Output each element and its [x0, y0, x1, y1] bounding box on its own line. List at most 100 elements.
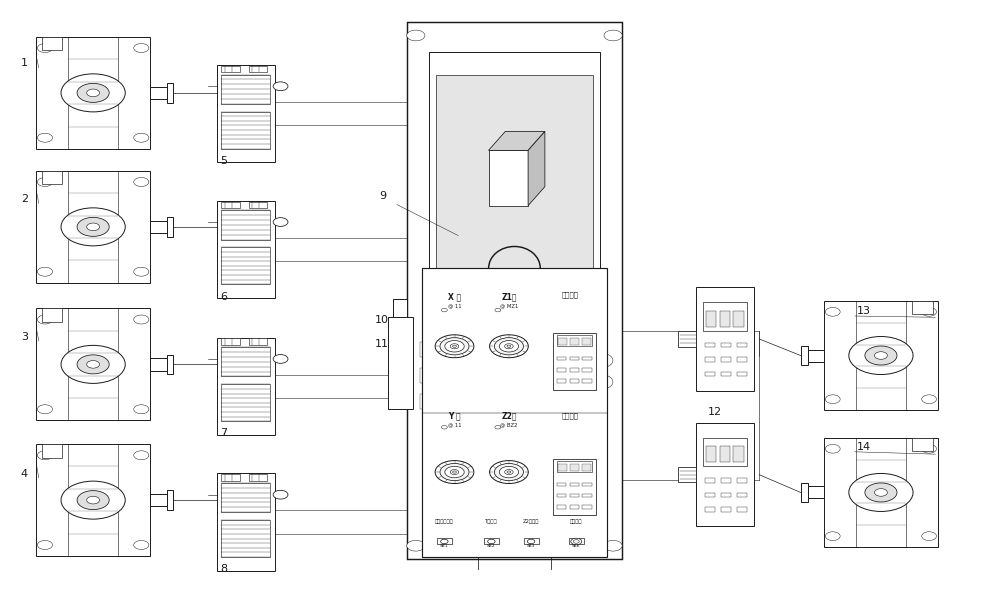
Circle shape	[441, 539, 448, 544]
Circle shape	[61, 74, 125, 112]
Circle shape	[61, 208, 125, 246]
Circle shape	[445, 340, 464, 352]
Bar	[737, 357, 747, 362]
Circle shape	[441, 308, 447, 312]
Bar	[42, 37, 62, 50]
Circle shape	[407, 30, 425, 41]
Circle shape	[875, 489, 887, 496]
Bar	[585, 284, 607, 300]
Bar	[720, 447, 730, 463]
Circle shape	[490, 335, 528, 358]
Circle shape	[571, 538, 582, 545]
Bar	[549, 342, 561, 357]
Circle shape	[37, 451, 53, 460]
Bar	[801, 483, 808, 502]
Bar	[824, 301, 938, 410]
Bar	[42, 444, 62, 458]
Polygon shape	[528, 132, 545, 206]
Text: 铣削主轴: 铣削主轴	[561, 412, 578, 419]
Circle shape	[507, 471, 511, 473]
Text: SB2: SB2	[487, 544, 496, 548]
Bar	[221, 111, 270, 149]
Circle shape	[77, 355, 109, 374]
Bar	[720, 311, 730, 327]
Bar	[696, 423, 754, 527]
Bar	[569, 538, 584, 544]
Circle shape	[407, 540, 425, 551]
Bar	[167, 355, 173, 374]
Bar	[150, 87, 167, 99]
Bar	[553, 333, 596, 390]
Circle shape	[273, 355, 288, 364]
Text: 车削主轴: 车削主轴	[561, 291, 578, 298]
Bar	[221, 211, 270, 240]
Circle shape	[507, 345, 511, 347]
Bar	[557, 357, 566, 361]
Text: Z1轴: Z1轴	[501, 292, 517, 302]
Text: 6: 6	[220, 292, 227, 301]
Circle shape	[450, 344, 459, 349]
Bar	[570, 494, 579, 498]
Bar	[468, 394, 481, 409]
Bar	[221, 520, 270, 557]
Text: X 轴: X 轴	[448, 292, 461, 302]
Bar	[678, 467, 696, 483]
Bar	[570, 505, 579, 509]
Bar	[721, 357, 731, 362]
Bar	[217, 65, 275, 162]
Text: 1: 1	[21, 58, 28, 68]
Bar	[737, 343, 747, 347]
Bar	[557, 368, 566, 372]
Circle shape	[134, 405, 149, 414]
Text: @ 11: @ 11	[448, 303, 461, 308]
Circle shape	[453, 471, 456, 473]
Bar	[36, 171, 150, 283]
Bar	[436, 368, 449, 383]
Bar	[420, 342, 433, 357]
Circle shape	[440, 337, 469, 355]
Bar	[721, 507, 731, 512]
Circle shape	[488, 539, 495, 544]
Circle shape	[134, 451, 149, 460]
Text: 14: 14	[857, 442, 871, 452]
Bar	[706, 311, 716, 327]
Circle shape	[875, 352, 887, 359]
Circle shape	[37, 133, 53, 142]
Polygon shape	[489, 151, 528, 206]
Bar	[549, 394, 561, 409]
Bar	[517, 368, 529, 383]
Circle shape	[849, 473, 913, 511]
Bar	[582, 368, 592, 372]
Bar	[533, 342, 545, 357]
Circle shape	[604, 30, 622, 41]
Bar	[582, 357, 592, 361]
Bar	[422, 268, 607, 557]
Bar	[703, 302, 747, 331]
Text: 急停开关: 急停开关	[570, 519, 583, 524]
Bar	[737, 372, 747, 376]
Polygon shape	[489, 132, 545, 151]
Bar	[824, 438, 938, 547]
Bar	[150, 494, 167, 506]
Bar	[388, 317, 413, 409]
Circle shape	[922, 444, 936, 453]
Bar	[468, 342, 481, 357]
Bar	[436, 342, 449, 357]
Circle shape	[77, 490, 109, 509]
Circle shape	[37, 315, 53, 324]
Bar	[721, 479, 731, 483]
Text: 7: 7	[220, 428, 227, 438]
Bar	[150, 358, 167, 371]
Bar	[217, 200, 275, 298]
Bar	[429, 52, 600, 282]
Bar	[733, 447, 744, 463]
Bar	[706, 447, 716, 463]
Bar	[912, 438, 933, 451]
Bar	[484, 538, 499, 544]
Bar	[452, 342, 465, 357]
Circle shape	[494, 464, 523, 481]
Bar	[167, 490, 173, 510]
Circle shape	[450, 470, 459, 474]
Bar	[582, 338, 591, 345]
Bar	[549, 368, 561, 383]
